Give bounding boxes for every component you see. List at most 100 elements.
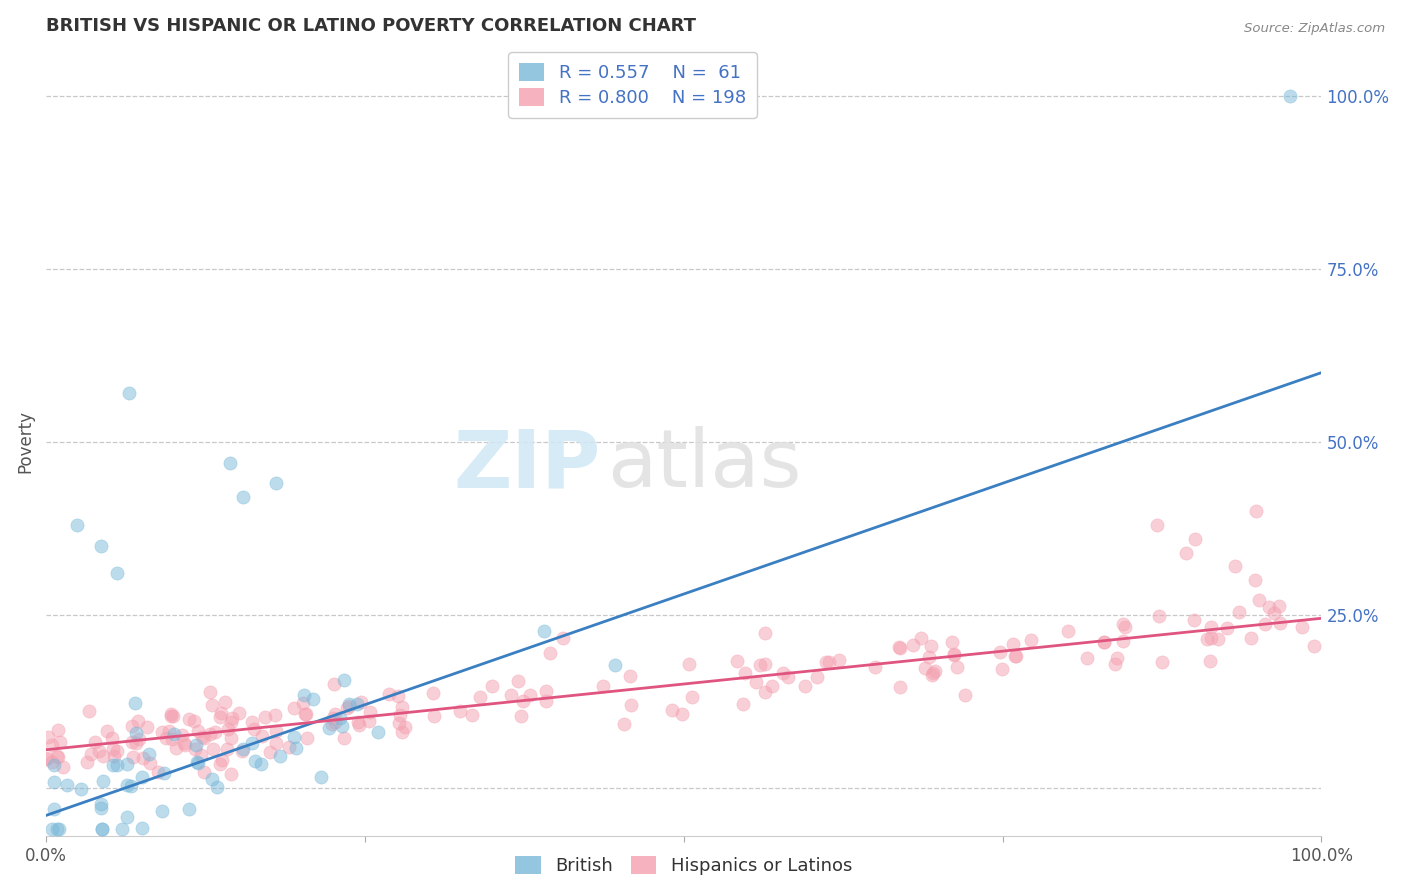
Point	[772, 666, 794, 681]
Point	[776, 670, 799, 684]
Point	[603, 658, 626, 673]
Point	[219, 731, 242, 745]
Point	[501, 688, 523, 702]
Point	[388, 716, 411, 731]
Point	[329, 711, 352, 725]
Point	[253, 709, 276, 723]
Point	[294, 706, 316, 721]
Point	[103, 742, 125, 756]
Y-axis label: Poverty: Poverty	[17, 410, 35, 474]
Point	[1254, 617, 1277, 632]
Point	[1206, 632, 1229, 646]
Point	[922, 665, 945, 680]
Point	[613, 716, 636, 731]
Point	[292, 696, 315, 710]
Point	[1184, 532, 1206, 546]
Point	[863, 660, 886, 674]
Point	[264, 476, 287, 491]
Point	[295, 731, 318, 746]
Point	[184, 738, 207, 752]
Point	[1198, 654, 1220, 668]
Point	[46, 750, 69, 764]
Point	[1004, 648, 1026, 663]
Point	[170, 728, 193, 742]
Point	[243, 722, 266, 736]
Point	[249, 756, 271, 771]
Point	[193, 764, 215, 779]
Point	[41, 756, 63, 770]
Point	[1268, 615, 1291, 630]
Point	[534, 694, 557, 708]
Point	[115, 778, 138, 792]
Point	[41, 822, 63, 837]
Point	[118, 386, 141, 401]
Point	[48, 822, 70, 837]
Point	[943, 648, 966, 662]
Point	[201, 698, 224, 713]
Point	[155, 731, 177, 745]
Point	[1303, 639, 1326, 653]
Point	[41, 738, 63, 752]
Point	[1056, 624, 1078, 638]
Point	[1278, 88, 1301, 103]
Point	[177, 712, 200, 726]
Point	[152, 804, 174, 818]
Point	[201, 742, 224, 756]
Point	[619, 669, 641, 683]
Point	[217, 742, 239, 756]
Point	[93, 773, 115, 788]
Point	[76, 756, 98, 770]
Point	[193, 731, 215, 746]
Point	[139, 756, 162, 771]
Point	[219, 714, 242, 729]
Point	[903, 639, 925, 653]
Point	[988, 645, 1011, 659]
Point	[42, 757, 65, 772]
Point	[323, 714, 346, 729]
Point	[733, 697, 755, 711]
Point	[183, 742, 205, 756]
Point	[506, 673, 529, 688]
Point	[105, 566, 128, 581]
Point	[323, 707, 346, 722]
Point	[163, 726, 186, 740]
Point	[103, 748, 125, 763]
Point	[105, 758, 128, 772]
Point	[200, 727, 222, 741]
Point	[96, 723, 118, 738]
Point	[131, 770, 153, 784]
Point	[283, 730, 305, 744]
Point	[806, 670, 828, 684]
Point	[103, 758, 125, 772]
Point	[336, 701, 359, 715]
Point	[761, 680, 783, 694]
Point	[127, 714, 149, 729]
Point	[332, 719, 354, 733]
Point	[387, 689, 409, 703]
Point	[120, 779, 142, 793]
Point	[153, 766, 176, 780]
Point	[749, 657, 772, 672]
Point	[367, 725, 389, 739]
Point	[449, 704, 471, 718]
Point	[259, 745, 281, 759]
Point	[160, 709, 183, 723]
Point	[46, 723, 69, 738]
Point	[889, 641, 911, 656]
Point	[1258, 600, 1281, 615]
Point	[121, 735, 143, 749]
Point	[283, 700, 305, 714]
Point	[264, 724, 287, 739]
Point	[620, 698, 643, 712]
Point	[391, 700, 413, 714]
Point	[1223, 559, 1246, 574]
Point	[110, 822, 132, 837]
Point	[66, 517, 89, 532]
Point	[1175, 545, 1198, 559]
Point	[754, 657, 776, 672]
Point	[1019, 632, 1042, 647]
Point	[128, 732, 150, 747]
Point	[394, 720, 416, 734]
Point	[187, 756, 209, 770]
Point	[661, 703, 683, 717]
